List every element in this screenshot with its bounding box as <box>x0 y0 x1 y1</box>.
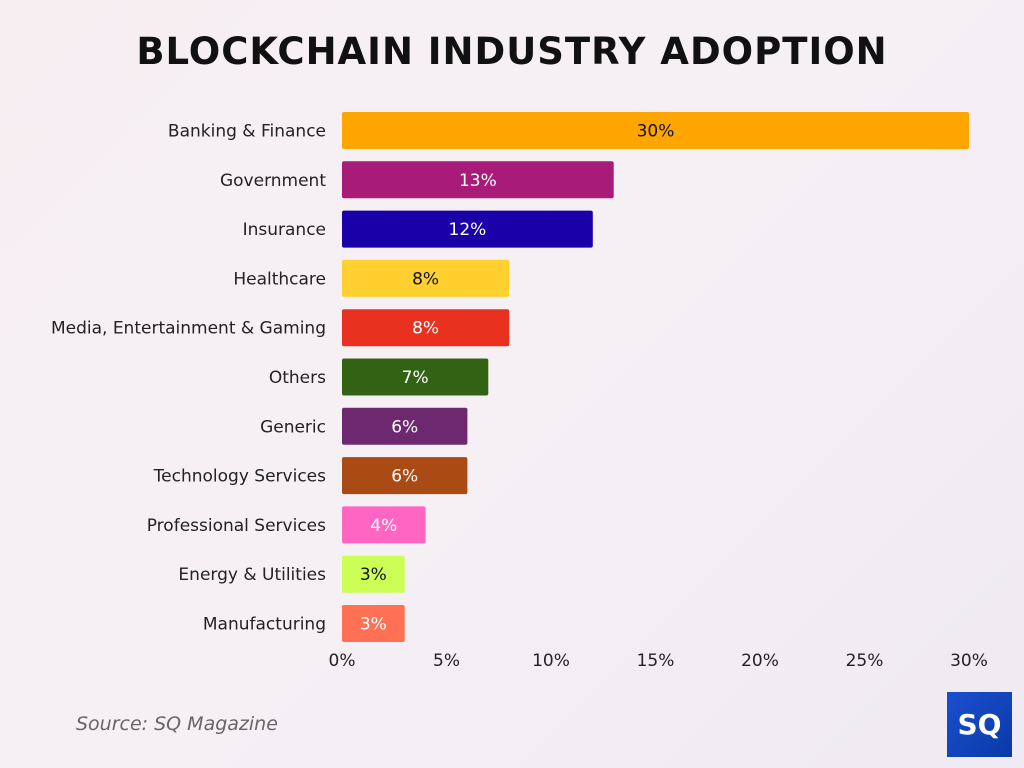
bar-chart: Banking & Finance 30% Government 13% Insuran… <box>51 112 988 671</box>
category-label: Media, Entertainment & Gaming <box>51 319 326 339</box>
data-label: 30% <box>637 122 675 142</box>
x-tick-label: 30% <box>950 651 988 671</box>
sq-logo: SQ <box>947 692 1012 757</box>
category-label: Manufacturing <box>203 615 326 635</box>
category-label: Professional Services <box>147 516 326 536</box>
x-tick-label: 5% <box>433 651 460 671</box>
chart-title: BLOCKCHAIN INDUSTRY ADOPTION <box>136 30 888 73</box>
x-tick-label: 15% <box>637 651 675 671</box>
x-tick-label: 20% <box>741 651 779 671</box>
data-label: 7% <box>402 368 429 388</box>
data-label: 8% <box>412 319 439 339</box>
data-label: 8% <box>412 269 439 289</box>
data-label: 6% <box>391 467 418 487</box>
category-label: Banking & Finance <box>168 122 326 142</box>
source-note: Source: SQ Magazine <box>76 713 278 735</box>
category-label: Energy & Utilities <box>178 565 326 585</box>
bar <box>342 457 468 495</box>
bar <box>342 161 614 199</box>
bar <box>342 358 489 396</box>
data-label: 3% <box>360 615 387 635</box>
category-label: Generic <box>260 417 326 437</box>
category-label: Government <box>220 171 326 191</box>
data-label: 12% <box>449 220 487 240</box>
bar <box>342 259 510 297</box>
bar <box>342 605 405 642</box>
category-label: Technology Services <box>153 467 326 487</box>
x-tick-label: 0% <box>329 651 356 671</box>
data-label: 4% <box>370 516 397 536</box>
bar <box>342 112 969 149</box>
bar <box>342 309 510 347</box>
bar <box>342 506 426 544</box>
category-label: Healthcare <box>233 269 326 289</box>
bar <box>342 555 405 593</box>
data-label: 13% <box>459 171 497 191</box>
data-label: 3% <box>360 565 387 585</box>
bar <box>342 210 593 248</box>
category-label: Insurance <box>243 220 326 240</box>
x-tick-label: 10% <box>532 651 570 671</box>
category-label: Others <box>269 368 326 388</box>
x-tick-label: 25% <box>846 651 884 671</box>
data-label: 6% <box>391 417 418 437</box>
bar <box>342 407 468 445</box>
